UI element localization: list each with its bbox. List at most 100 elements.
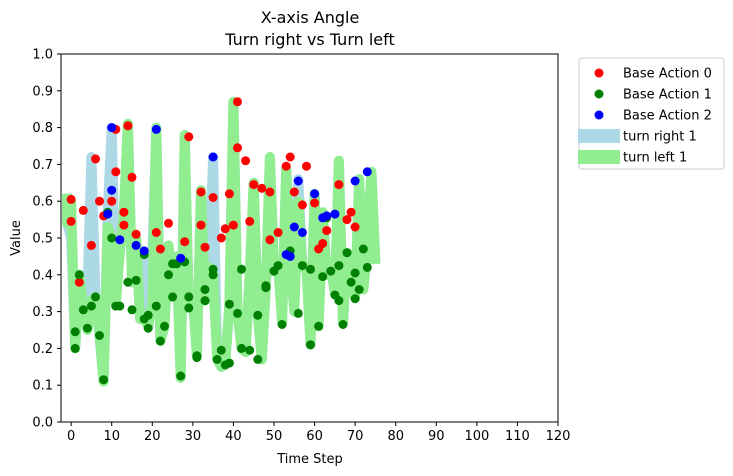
data-point (334, 296, 344, 306)
y-axis-label: Value (9, 220, 24, 256)
data-point (310, 189, 320, 199)
data-point (289, 222, 299, 232)
data-point (326, 266, 336, 276)
x-axis: 0 10 20 30 40 50 60 70 80 90 100 110 120 (67, 422, 570, 444)
x-tick-label: 120 (546, 429, 571, 444)
data-point (107, 123, 117, 133)
data-point (358, 244, 368, 254)
data-point (293, 308, 303, 318)
data-point (362, 262, 372, 272)
data-point (318, 239, 328, 248)
data-point (78, 305, 88, 315)
data-point (212, 354, 222, 364)
data-point (208, 152, 218, 162)
data-point (164, 218, 173, 228)
y-tick-label: 0.5 (32, 232, 53, 247)
y-tick-label: 0.9 (32, 84, 53, 99)
data-point (285, 152, 295, 162)
data-point (200, 285, 210, 294)
data-point (261, 283, 271, 293)
y-tick-label: 0.0 (32, 416, 53, 431)
data-point (184, 132, 194, 142)
data-point (224, 189, 234, 199)
y-tick-label: 1.0 (32, 48, 53, 63)
data-point (151, 228, 161, 237)
data-point (362, 167, 372, 177)
data-point (143, 310, 153, 320)
data-point (151, 301, 161, 311)
data-point (91, 154, 100, 164)
plot-area (62, 96, 381, 387)
chart-title: X-axis Angle (261, 8, 360, 27)
data-point (224, 358, 234, 368)
data-point (342, 248, 352, 258)
data-point (241, 156, 251, 166)
chart-subtitle: Turn right vs Turn left (224, 30, 395, 49)
y-tick-label: 0.4 (32, 268, 53, 283)
data-point (143, 323, 153, 333)
data-point (127, 172, 137, 182)
data-point (306, 264, 315, 274)
data-point (70, 343, 80, 353)
y-tick-label: 0.7 (32, 158, 53, 173)
data-point (74, 277, 84, 287)
data-point (164, 270, 173, 280)
data-point (293, 176, 303, 186)
data-point (350, 222, 360, 232)
data-point (82, 323, 92, 333)
legend-label: Base Action 2 (623, 109, 712, 124)
x-tick-label: 100 (464, 429, 489, 444)
y-tick-label: 0.3 (32, 305, 53, 320)
data-point (95, 196, 104, 206)
x-tick-label: 30 (185, 429, 202, 444)
data-point (107, 196, 117, 206)
data-point (314, 321, 324, 331)
data-point (245, 345, 255, 355)
legend-marker (594, 110, 604, 120)
data-point (322, 226, 332, 236)
data-point (151, 124, 161, 134)
data-point (322, 211, 332, 221)
x-tick-label: 60 (306, 429, 323, 444)
y-tick-label: 0.6 (32, 195, 53, 210)
legend-swatch (578, 129, 620, 143)
data-point (127, 305, 137, 315)
data-point (86, 301, 96, 311)
x-tick-label: 20 (144, 429, 161, 444)
data-point (338, 320, 348, 329)
data-point (350, 176, 360, 186)
legend-label: Base Action 1 (623, 88, 712, 103)
x-tick-label: 40 (225, 429, 242, 444)
data-point (123, 121, 133, 131)
data-point (285, 251, 295, 261)
data-point (119, 220, 129, 230)
data-point (277, 320, 287, 329)
data-point (184, 303, 194, 313)
data-point (184, 292, 194, 302)
legend-label: turn left 1 (623, 151, 687, 166)
data-point (123, 277, 133, 287)
data-point (233, 308, 242, 318)
data-point (200, 242, 210, 252)
data-point (99, 375, 109, 385)
data-point (306, 340, 315, 350)
data-point (200, 296, 210, 306)
data-point (111, 167, 121, 177)
data-point (155, 244, 165, 254)
data-point (208, 264, 218, 274)
data-point (131, 275, 141, 285)
data-point (297, 200, 307, 210)
data-point (131, 229, 141, 239)
data-point (216, 345, 226, 355)
x-tick-label: 110 (505, 429, 530, 444)
y-tick-label: 0.8 (32, 121, 53, 136)
data-point (74, 270, 84, 280)
data-point (346, 277, 356, 287)
data-point (103, 209, 113, 219)
y-tick-label: 0.1 (32, 379, 53, 394)
data-point (237, 264, 246, 274)
data-point (273, 228, 283, 237)
data-point (228, 220, 238, 230)
data-point (66, 194, 76, 204)
data-point (66, 216, 76, 226)
